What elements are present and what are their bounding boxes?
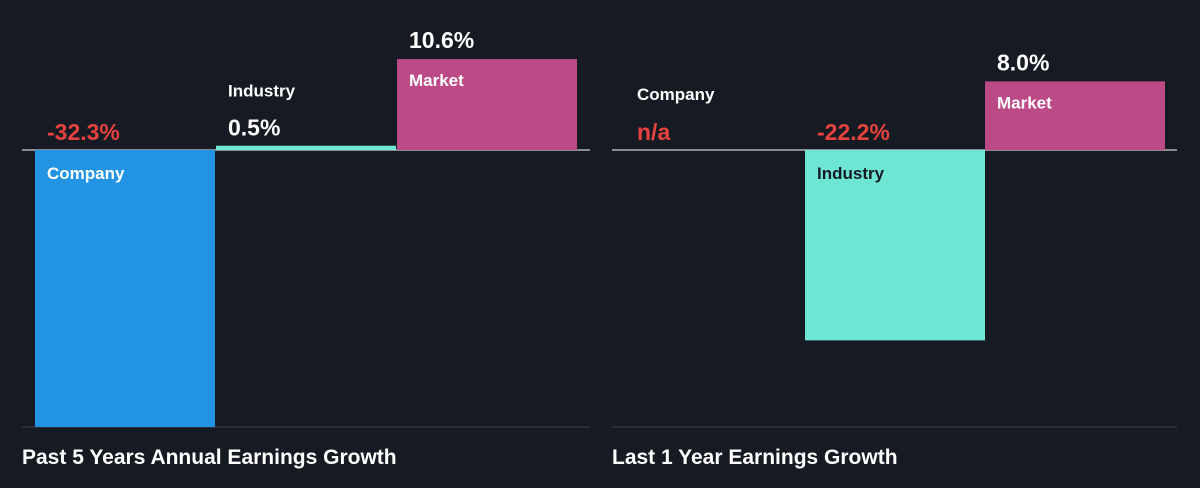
chart-title: Past 5 Years Annual Earnings Growth bbox=[22, 446, 397, 469]
value-label-market: 10.6% bbox=[409, 27, 474, 53]
category-label-company: Company bbox=[47, 164, 125, 183]
category-label-market: Market bbox=[997, 93, 1052, 112]
bar-market[interactable] bbox=[985, 81, 1165, 150]
value-label-market: 8.0% bbox=[997, 49, 1049, 75]
value-label-industry: 0.5% bbox=[228, 115, 280, 141]
value-label-company: -32.3% bbox=[47, 119, 120, 145]
category-label-industry: Industry bbox=[817, 164, 885, 183]
bar-company[interactable] bbox=[35, 150, 215, 427]
category-label-company: Company bbox=[637, 85, 715, 104]
bar-market[interactable] bbox=[397, 59, 577, 150]
bar-industry[interactable] bbox=[805, 150, 985, 341]
panel-last-1-year: Last 1 Year Earnings Growth Company n/a In… bbox=[612, 49, 1177, 469]
category-label-industry: Industry bbox=[228, 82, 296, 101]
value-label-company: n/a bbox=[637, 119, 670, 145]
value-label-industry: -22.2% bbox=[817, 119, 890, 145]
chart-title: Last 1 Year Earnings Growth bbox=[612, 446, 898, 469]
panel-past-5-years: Past 5 Years Annual Earnings Growth Comp… bbox=[22, 27, 590, 469]
bar-industry[interactable] bbox=[216, 145, 396, 150]
category-label-market: Market bbox=[409, 71, 464, 90]
